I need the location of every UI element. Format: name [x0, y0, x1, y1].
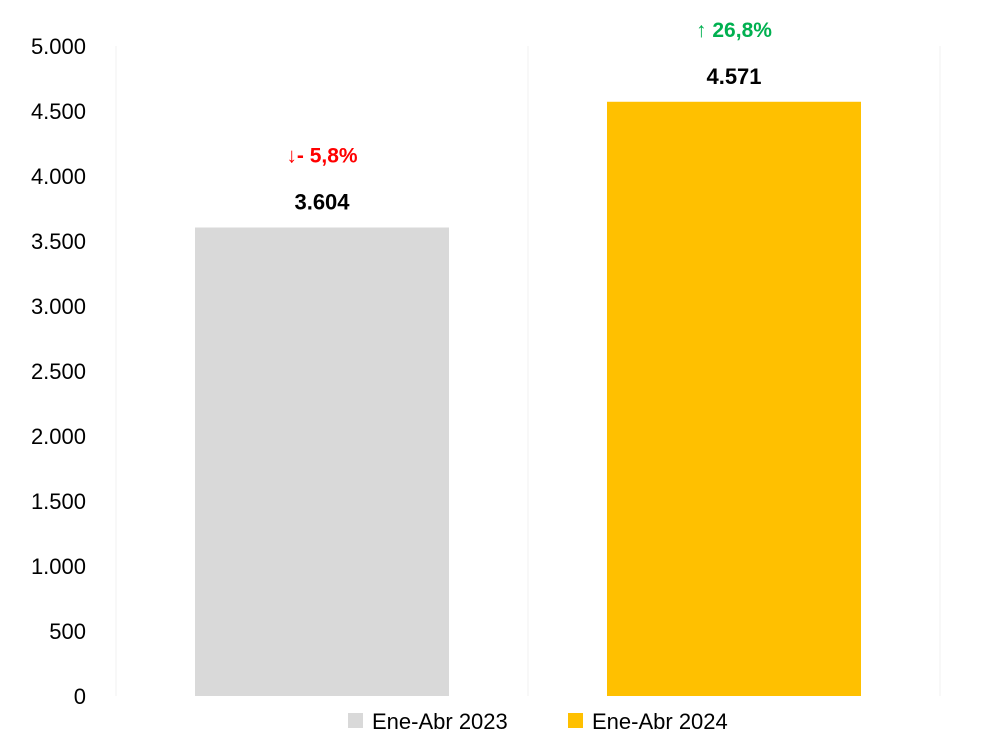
arrow-up-icon: ↑	[696, 19, 707, 42]
y-tick-label: 1.500	[31, 489, 86, 514]
y-tick-label: 500	[49, 619, 86, 644]
legend-label: Ene-Abr 2023	[372, 709, 508, 734]
y-tick-label: 0	[74, 684, 86, 709]
legend-swatch	[348, 713, 363, 728]
y-tick-label: 3.000	[31, 294, 86, 319]
legend-label: Ene-Abr 2024	[592, 709, 728, 734]
arrow-down-icon: ↓	[286, 144, 297, 167]
y-tick-label: 4.000	[31, 164, 86, 189]
data-label: 4.571	[706, 64, 761, 89]
change-label: ↑ 26,8%	[696, 19, 772, 42]
y-tick-label: 1.000	[31, 554, 86, 579]
change-text: 26,8%	[707, 19, 773, 42]
y-tick-label: 5.000	[31, 34, 86, 59]
legend-swatch	[568, 713, 583, 728]
y-tick-label: 2.000	[31, 424, 86, 449]
y-tick-label: 4.500	[31, 99, 86, 124]
data-label: 3.604	[294, 189, 350, 214]
bar-1	[195, 227, 449, 697]
change-text: - 5,8%	[297, 144, 358, 167]
y-tick-label: 2.500	[31, 359, 86, 384]
bar-2	[607, 101, 861, 696]
y-tick-label: 3.500	[31, 229, 86, 254]
change-label: ↓- 5,8%	[286, 144, 358, 167]
